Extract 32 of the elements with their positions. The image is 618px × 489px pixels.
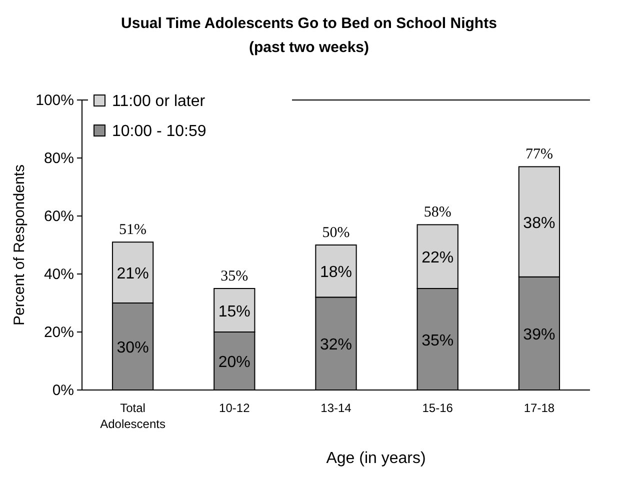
total-label: 50% <box>322 225 350 241</box>
x-tick-label: 10-12 <box>219 401 250 415</box>
legend-label: 10:00 - 10:59 <box>112 123 206 140</box>
data-label: 38% <box>523 214 556 232</box>
total-label: 58% <box>424 204 452 221</box>
y-tick-label: 20% <box>44 324 74 341</box>
data-label: 30% <box>116 340 149 356</box>
y-tick-label: 40% <box>44 266 74 283</box>
data-label: 20% <box>218 354 250 371</box>
y-axis-title: Percent of Respondents <box>11 164 28 326</box>
y-tick-label: 80% <box>44 150 74 167</box>
data-label: 39% <box>523 326 556 344</box>
data-label: 32% <box>320 336 352 354</box>
data-label: 21% <box>116 266 149 283</box>
chart-subtitle: (past two weeks) <box>248 39 370 56</box>
x-tick-label: 17-18 <box>524 401 555 415</box>
y-tick-label: 0% <box>52 382 74 399</box>
data-label: 22% <box>422 250 454 267</box>
data-label: 35% <box>422 332 454 350</box>
data-label: 15% <box>218 303 250 320</box>
x-axis-title: Age (in years) <box>326 450 426 467</box>
data-label: 18% <box>320 264 352 282</box>
x-tick-label: Total Adolescents <box>100 401 166 431</box>
legend-label: 11:00 or later <box>112 93 206 110</box>
total-label: 77% <box>525 146 553 163</box>
x-tick-label: 15-16 <box>422 401 454 415</box>
chart-title: Usual Time Adolescents Go to Bed on School Nights <box>121 15 497 32</box>
y-tick-label: 100% <box>36 92 74 109</box>
y-tick-label: 60% <box>44 208 74 225</box>
x-tick-label: 13-14 <box>320 401 352 415</box>
total-label: 35% <box>220 268 248 284</box>
total-label: 51% <box>119 222 147 238</box>
